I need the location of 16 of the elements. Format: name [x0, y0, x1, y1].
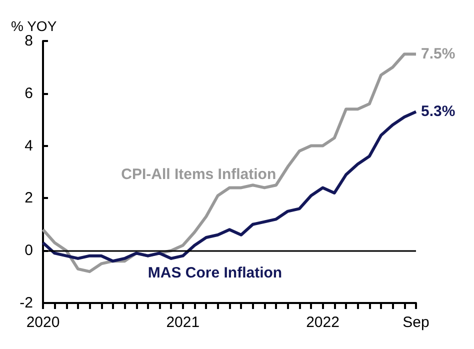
x-tick-label: 2021	[166, 314, 200, 331]
x-tick-label: 2020	[26, 314, 60, 331]
y-tick-label: 4	[24, 137, 33, 154]
y-tick-label: 0	[24, 242, 33, 260]
x-tick-label: 2022	[306, 314, 340, 331]
series-label: CPI-All Items Inflation	[121, 166, 276, 184]
y-axis-title: % YOY	[11, 18, 58, 34]
y-tick-label: 2	[24, 190, 33, 207]
x-tick-label: Sep	[402, 314, 430, 331]
y-tick-label: -2	[20, 294, 33, 312]
series-label: MAS Core Inflation	[148, 264, 282, 282]
y-tick-label: 8	[24, 32, 33, 50]
data-label: 7.5%	[421, 46, 456, 63]
line-series	[42, 110, 418, 263]
data-label: 5.3%	[421, 103, 456, 120]
y-tick-label: 6	[24, 84, 33, 102]
